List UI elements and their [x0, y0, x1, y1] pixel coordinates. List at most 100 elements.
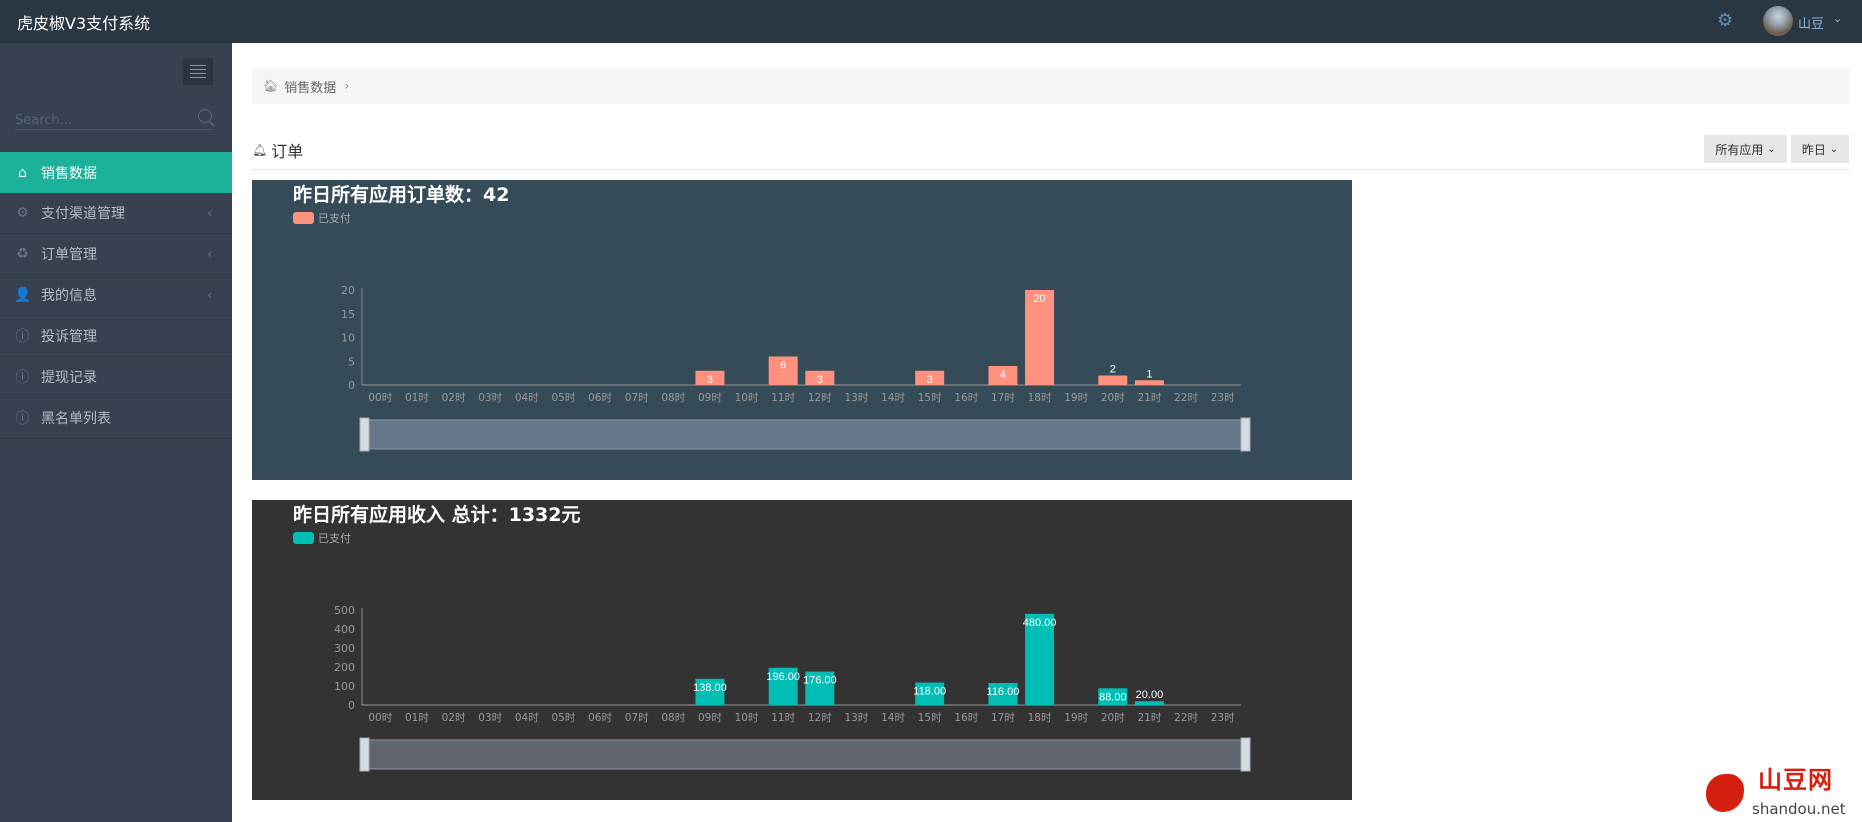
app-filter-label: 所有应用: [1715, 142, 1764, 157]
x-tick-label: 08时: [661, 712, 685, 724]
x-tick-label: 05时: [552, 392, 576, 404]
x-tick-label: 18时: [1028, 712, 1052, 724]
x-tick-label: 19时: [1064, 392, 1088, 404]
bar-value-label: 138.00: [693, 682, 727, 694]
chart-svg: 昨日所有应用订单数：42 已支付 0 5 10 15 20 00时 01时 02时 03时 04时 05…: [252, 180, 1352, 480]
sidebar-item-3[interactable]: 👤 我的信息 ‹: [0, 275, 232, 316]
datazoom-slider[interactable]: [361, 739, 1247, 770]
chevron-down-icon[interactable]: ⌄: [1833, 12, 1843, 25]
legend-swatch[interactable]: [293, 212, 314, 224]
x-tick-label: 07时: [625, 392, 649, 404]
legend-label[interactable]: 已支付: [318, 532, 351, 545]
y-tick-label: 500: [334, 604, 355, 617]
y-tick-label: 200: [334, 661, 355, 674]
x-tick-label: 20时: [1101, 392, 1125, 404]
x-tick-label: 02时: [442, 392, 466, 404]
breadcrumb: 🏠︎ 销售数据 ›: [252, 68, 1849, 104]
menu-icon: ⌂: [18, 164, 27, 181]
slider-handle-right[interactable]: [1240, 417, 1251, 452]
sidebar-item-label: 我的信息: [41, 288, 97, 304]
menu-icon: ⓘ: [15, 411, 30, 427]
search-icon[interactable]: [198, 109, 212, 123]
bar[interactable]: [988, 366, 1018, 385]
home-icon[interactable]: 🏠︎: [263, 79, 279, 93]
sidebar-item-6[interactable]: ⓘ 黑名单列表: [0, 398, 232, 439]
sidebar-toggle-button[interactable]: [183, 58, 213, 85]
search-input[interactable]: [15, 113, 185, 128]
sidebar: ⌂ 销售数据 ⚙ 支付渠道管理 ‹ ♻ 订单管理 ‹ 👤 我的信息 ‹ ⓘ 投诉管理 ⓘ 提现记录 ⓘ 黑名单列…: [0, 43, 232, 822]
x-tick-label: 02时: [442, 712, 466, 724]
bar[interactable]: [805, 370, 835, 385]
section-title-text: 订单: [271, 142, 304, 161]
x-tick-label: 04时: [515, 712, 539, 724]
sidebar-item-2[interactable]: ♻ 订单管理 ‹: [0, 234, 232, 275]
gear-icon[interactable]: ⚙: [1717, 10, 1734, 31]
user-name[interactable]: 山豆: [1798, 17, 1825, 32]
slider-handle-right[interactable]: [1240, 737, 1251, 772]
bar[interactable]: [988, 682, 1018, 705]
x-tick-label: 14时: [881, 392, 905, 404]
y-tick-label: 0: [348, 699, 355, 712]
bar-value-label: 176.00: [803, 675, 837, 687]
x-tick-label: 11时: [771, 712, 795, 724]
date-filter-dropdown[interactable]: 昨日 ⌄: [1791, 135, 1849, 163]
bar-value-label: 118.00: [913, 686, 946, 698]
date-filter-label: 昨日: [1801, 142, 1826, 157]
menu-icon: ♻: [16, 246, 29, 262]
watermark-logo: 山豆网 shandou.net: [1706, 766, 1856, 822]
bar-value-label: 196.00: [766, 671, 800, 683]
x-tick-label: 03时: [478, 392, 502, 404]
x-tick-label: 13时: [845, 712, 869, 724]
bar-value-label: 4: [1000, 369, 1006, 381]
bar[interactable]: [915, 370, 945, 385]
chevron-left-icon: ‹: [207, 206, 212, 220]
x-tick-label: 22时: [1174, 392, 1198, 404]
sidebar-item-0[interactable]: ⌂ 销售数据: [0, 152, 232, 193]
bar-value-label: 20: [1033, 293, 1045, 305]
y-tick-label: 0: [348, 379, 355, 392]
bar[interactable]: [915, 682, 945, 705]
bar[interactable]: [805, 671, 835, 705]
bar[interactable]: [695, 370, 725, 385]
bar[interactable]: [1025, 290, 1055, 385]
bar[interactable]: [1025, 613, 1055, 705]
sidebar-item-label: 提现记录: [41, 370, 97, 386]
legend-swatch[interactable]: [293, 532, 314, 544]
legend-label[interactable]: 已支付: [318, 212, 351, 225]
sidebar-item-5[interactable]: ⓘ 提现记录: [0, 357, 232, 398]
x-tick-label: 12时: [808, 712, 832, 724]
bar[interactable]: [1098, 688, 1128, 705]
x-tick-label: 15时: [918, 712, 942, 724]
x-tick-label: 10时: [735, 712, 759, 724]
datazoom-slider[interactable]: [361, 419, 1247, 450]
sidebar-item-4[interactable]: ⓘ 投诉管理: [0, 316, 232, 357]
x-tick-label: 20时: [1101, 712, 1125, 724]
x-tick-label: 09时: [698, 712, 722, 724]
chevron-down-icon: ⌄: [1829, 143, 1839, 155]
x-tick-label: 06时: [588, 712, 612, 724]
menu-icon: ⚙: [16, 205, 29, 221]
bar[interactable]: [768, 667, 798, 705]
breadcrumb-item[interactable]: 销售数据: [284, 80, 337, 96]
x-tick-label: 17时: [991, 712, 1015, 724]
x-tick-label: 14时: [881, 712, 905, 724]
avatar[interactable]: [1763, 6, 1793, 36]
bar-value-label: 2: [1110, 364, 1116, 376]
slider-handle-left[interactable]: [359, 417, 370, 452]
bar[interactable]: [1098, 375, 1128, 386]
sidebar-item-label: 黑名单列表: [41, 411, 111, 427]
bar-value-label: 3: [817, 374, 823, 386]
slider-handle-left[interactable]: [359, 737, 370, 772]
app-filter-dropdown[interactable]: 所有应用 ⌄: [1704, 135, 1787, 163]
bar[interactable]: [1134, 380, 1164, 385]
sidebar-item-label: 销售数据: [41, 165, 97, 182]
bar[interactable]: [1134, 701, 1164, 705]
y-tick-label: 5: [348, 355, 355, 368]
bar[interactable]: [695, 678, 725, 705]
sidebar-item-1[interactable]: ⚙ 支付渠道管理 ‹: [0, 193, 232, 234]
bar[interactable]: [768, 356, 798, 386]
sidebar-item-label: 支付渠道管理: [41, 206, 125, 222]
x-tick-label: 21时: [1138, 712, 1162, 724]
bar-value-label: 480.00: [1023, 617, 1057, 629]
watermark-en: shandou.net: [1752, 800, 1846, 818]
